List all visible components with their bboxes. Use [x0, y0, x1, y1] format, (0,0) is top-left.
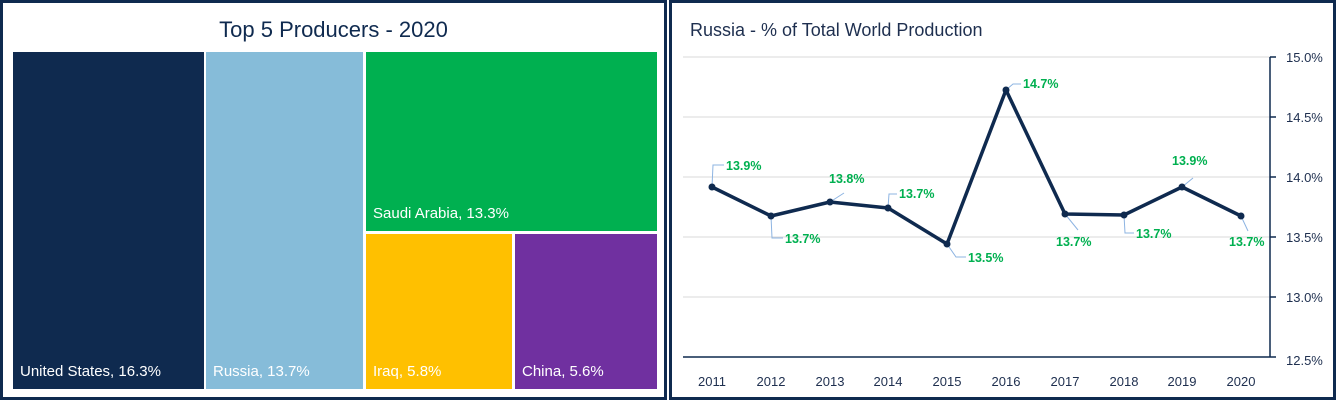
x-tick-label: 2020 — [1227, 374, 1256, 389]
x-tick-label: 2019 — [1168, 374, 1197, 389]
line-chart-plot: 15.0% 14.5% 14.0% 13.5% 13.0% 12.5% 2011… — [683, 50, 1323, 389]
data-label: 13.9% — [726, 159, 761, 173]
data-labels: 13.9% 13.7% 13.8% 13.7% 13.5% 14.7% 13.7… — [726, 77, 1264, 265]
x-tick-label: 2016 — [992, 374, 1021, 389]
data-label: 13.7% — [899, 187, 934, 201]
x-tick-label: 2017 — [1051, 374, 1080, 389]
y-tick-label: 14.5% — [1286, 110, 1323, 125]
tile-label: Russia, 13.7% — [213, 363, 310, 380]
y-tick-label: 13.0% — [1286, 290, 1323, 305]
tile-russia: Russia, 13.7% — [206, 52, 363, 389]
tile-label: Saudi Arabia, 13.3% — [373, 205, 509, 222]
treemap-panel: Top 5 Producers - 2020 United States, 16… — [0, 0, 667, 400]
y-tick-label: 14.0% — [1286, 170, 1323, 185]
y-tick-label: 13.5% — [1286, 230, 1323, 245]
data-label: 13.7% — [785, 232, 820, 246]
x-tick-labels: 2011 2012 2013 2014 2015 2016 2017 2018 … — [698, 374, 1255, 389]
tile-china: China, 5.6% — [515, 234, 657, 389]
y-tick-label: 12.5% — [1286, 353, 1323, 368]
tile-label: Iraq, 5.8% — [373, 363, 442, 380]
data-label: 13.7% — [1136, 227, 1171, 241]
data-label: 13.7% — [1229, 235, 1264, 249]
y-axis — [1269, 56, 1276, 358]
data-label: 14.7% — [1023, 77, 1058, 91]
x-tick-label: 2015 — [933, 374, 962, 389]
tile-united-states: United States, 16.3% — [13, 52, 204, 389]
data-label: 13.9% — [1172, 154, 1207, 168]
x-tick-label: 2018 — [1110, 374, 1139, 389]
y-tick-labels: 15.0% 14.5% 14.0% 13.5% 13.0% 12.5% — [1286, 50, 1323, 368]
tile-iraq: Iraq, 5.8% — [366, 234, 512, 389]
gridlines — [683, 56, 1270, 298]
data-points — [708, 86, 1245, 248]
treemap-title: Top 5 Producers - 2020 — [219, 17, 448, 42]
x-tick-label: 2014 — [874, 374, 903, 389]
data-label: 13.5% — [968, 251, 1003, 265]
tile-saudi-arabia: Saudi Arabia, 13.3% — [366, 52, 657, 231]
x-tick-label: 2011 — [698, 374, 726, 389]
data-label: 13.7% — [1056, 235, 1091, 249]
data-label: 13.8% — [829, 172, 864, 186]
tile-label: China, 5.6% — [522, 363, 604, 380]
russia-share-line — [711, 88, 1242, 246]
line-chart-panel: Russia - % of Total World Production 15.… — [669, 0, 1336, 400]
line-chart-title: Russia - % of Total World Production — [690, 20, 983, 40]
x-tick-label: 2013 — [816, 374, 845, 389]
y-tick-label: 15.0% — [1286, 50, 1323, 65]
x-tick-label: 2012 — [757, 374, 786, 389]
tile-label: United States, 16.3% — [20, 363, 161, 380]
